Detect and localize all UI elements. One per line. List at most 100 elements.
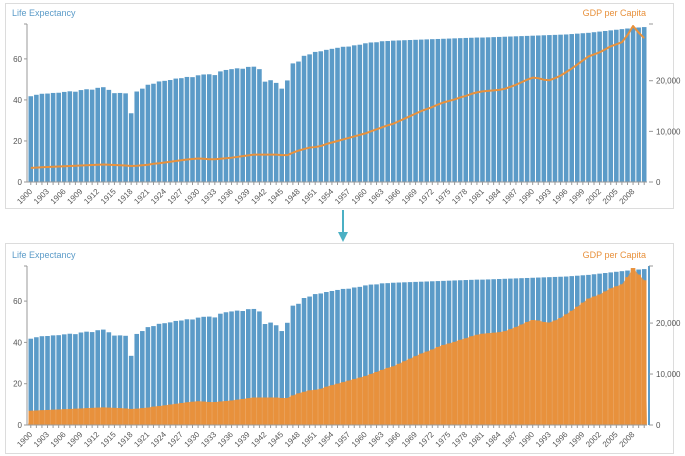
bar-life-1965 [390,282,396,425]
bar-life-1933 [212,75,218,182]
bar-life-1934 [218,71,223,182]
x-tick-label: 1924 [149,187,168,206]
bar-life-1988 [519,36,524,182]
x-tick-label: 1921 [132,187,151,206]
x-tick-label: 1975 [433,187,452,206]
bar-life-1916 [117,92,123,182]
x-tick-label: 2002 [584,430,603,449]
bar-life-1951 [312,51,318,182]
left-tick-label: 60 [13,55,22,64]
right-tick-label: 10,000 [656,370,681,379]
bar-life-1976 [452,38,457,182]
bar-life-1994 [552,34,558,182]
right-tick-label: 10,000 [656,127,681,136]
gdp-area [28,268,647,425]
bar-life-1907 [67,91,73,182]
x-tick-label: 1924 [149,430,168,449]
x-tick-label: 1906 [49,187,68,206]
bar-life-1923 [156,323,162,425]
x-tick-label: 1933 [199,430,218,449]
x-tick-label: 1903 [32,430,51,449]
x-tick-label: 1996 [551,430,570,449]
bar-life-1986 [508,36,513,182]
x-tick-label: 2002 [584,187,603,206]
bar-life-1900 [28,338,34,425]
bar-life-1954 [329,48,335,182]
x-tick-label: 1945 [266,187,285,206]
bar-life-1925 [167,322,173,425]
x-tick-label: 1936 [216,187,235,206]
bar-life-1907 [67,333,73,425]
bar-life-1905 [56,92,61,182]
bar-life-1944 [273,82,279,182]
x-tick-label: 1999 [567,430,586,449]
bar-life-1900 [28,96,34,182]
bar-life-1950 [307,54,312,183]
x-tick-label: 1966 [383,430,402,449]
bar-life-2004 [608,30,614,182]
x-tick-label: 1915 [99,187,118,206]
bar-life-1938 [240,68,245,182]
bar-life-1957 [346,288,351,425]
bar-life-1923 [156,81,162,182]
bar-life-1931 [201,74,206,182]
bar-life-1978 [463,37,469,183]
chart-top: Life Expectancy GDP per Capita 020406001… [12,8,681,206]
bar-life-1962 [374,42,379,183]
bar-life-1969 [413,281,418,425]
bar-life-1966 [396,40,402,182]
x-tick-label: 1987 [500,187,519,206]
x-tick-label: 1939 [233,430,252,449]
life-expectancy-bars [28,27,647,183]
down-arrow-icon [338,210,348,242]
bar-life-1940 [251,308,257,425]
bar-life-1959 [357,286,363,425]
bar-life-1987 [513,36,519,183]
x-tick-label: 1972 [417,430,436,449]
bar-life-1929 [190,319,195,425]
x-tick-label: 1948 [283,430,302,449]
bar-life-1953 [324,292,329,425]
x-tick-label: 2008 [618,430,637,449]
left-tick-label: 40 [13,96,22,105]
bar-life-1910 [84,89,89,182]
bar-life-1913 [101,87,106,182]
bar-life-1943 [268,322,273,425]
x-tick-label: 1906 [49,430,68,449]
bar-life-1911 [89,89,95,182]
left-tick-label: 20 [13,380,22,389]
bar-life-1970 [418,281,424,425]
right-axis-title: GDP per Capita [583,8,646,18]
bar-life-1939 [245,309,251,425]
x-tick-label: 1912 [82,430,101,449]
bar-life-1919 [134,91,140,182]
x-tick-label: 1984 [484,430,503,449]
x-tick-label: 1984 [484,187,503,206]
bar-life-1945 [279,331,285,425]
x-tick-label: 1972 [417,187,436,206]
bar-life-1979 [469,37,474,182]
bar-life-1904 [50,335,56,425]
bar-life-2000 [586,32,591,182]
bar-life-1958 [351,287,357,425]
bar-life-1954 [329,290,335,425]
bar-life-1945 [279,88,285,182]
x-tick-label: 2008 [618,187,637,206]
bar-life-1960 [363,43,368,182]
x-tick-label: 1978 [450,187,469,206]
bar-life-1928 [184,319,190,425]
x-tick-label: 1993 [534,430,553,449]
bar-life-1912 [95,87,100,182]
x-tick-label: 1981 [467,187,486,206]
bar-life-1949 [301,298,307,425]
bar-life-1957 [346,46,351,182]
gdp-series [28,268,647,426]
bar-life-1913 [101,329,106,425]
bar-life-1909 [78,332,84,425]
bar-life-1942 [262,81,268,182]
bar-life-1935 [223,69,229,182]
bar-life-1997 [569,34,575,182]
bar-life-2008 [630,27,636,183]
bar-life-2001 [591,32,597,183]
